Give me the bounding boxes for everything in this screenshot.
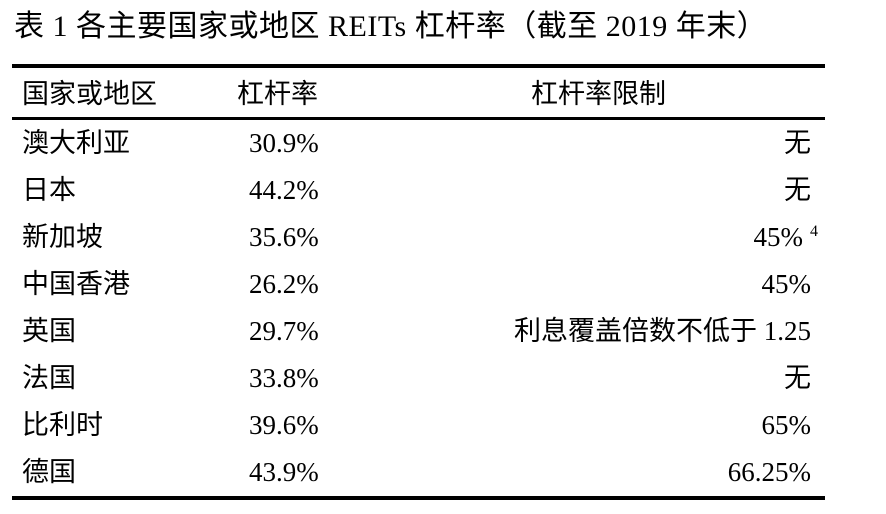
cell-leverage-ratio: 39.6% xyxy=(249,410,319,440)
table-row: 英国 29.7% 利息覆盖倍数不低于 1.25 xyxy=(12,308,825,355)
cell-leverage-ratio: 43.9% xyxy=(249,457,319,487)
table-row: 中国香港 26.2% 45% xyxy=(12,261,825,308)
cell-country: 法国 xyxy=(22,363,76,393)
cell-leverage-limit: 65% xyxy=(414,402,825,449)
footnote-marker xyxy=(811,176,818,193)
table-container: 国家或地区 杠杆率 杠杆率限制 澳大利亚 30.9% 无 日本 44.2% 无 … xyxy=(12,64,825,500)
cell-country: 比利时 xyxy=(22,410,103,440)
limit-value: 66.25% xyxy=(727,457,811,487)
column-header-country: 国家或地区 xyxy=(22,79,157,109)
cell-country: 中国香港 xyxy=(22,269,130,299)
cell-leverage-ratio: 33.8% xyxy=(249,363,319,393)
cell-country: 德国 xyxy=(22,457,76,487)
table-body: 澳大利亚 30.9% 无 日本 44.2% 无 新加坡 35.6% 45% 4 中… xyxy=(12,119,825,498)
footnote-marker xyxy=(811,129,818,146)
cell-leverage-ratio: 26.2% xyxy=(249,269,319,299)
table-row: 澳大利亚 30.9% 无 xyxy=(12,119,825,168)
table-row: 德国 43.9% 66.25% xyxy=(12,449,825,498)
cell-leverage-ratio: 35.6% xyxy=(249,222,319,252)
limit-value: 利息覆盖倍数不低于 1.25 xyxy=(514,316,811,346)
limit-value: 无 xyxy=(784,175,811,205)
cell-country: 日本 xyxy=(22,175,76,205)
footnote-marker xyxy=(811,364,818,381)
cell-leverage-limit: 无 xyxy=(414,167,825,214)
cell-country: 澳大利亚 xyxy=(22,128,130,158)
table-row: 法国 33.8% 无 xyxy=(12,355,825,402)
column-header-leverage-limit: 杠杆率限制 xyxy=(531,79,666,109)
table-caption: 表 1 各主要国家或地区 REITs 杠杆率（截至 2019 年末） xyxy=(14,10,768,43)
limit-value: 无 xyxy=(784,363,811,393)
cell-leverage-ratio: 29.7% xyxy=(249,316,319,346)
limit-value: 65% xyxy=(761,410,812,440)
footnote-marker xyxy=(811,411,818,428)
table-row: 日本 44.2% 无 xyxy=(12,167,825,214)
table-row: 新加坡 35.6% 45% 4 xyxy=(12,214,825,261)
limit-value: 45% xyxy=(761,269,812,299)
cell-leverage-limit: 利息覆盖倍数不低于 1.25 xyxy=(414,308,825,355)
limit-value: 无 xyxy=(784,128,811,158)
cell-leverage-limit: 无 xyxy=(414,355,825,402)
cell-country: 新加坡 xyxy=(22,222,103,252)
footnote-marker xyxy=(811,317,818,334)
column-header-leverage-ratio: 杠杆率 xyxy=(237,79,318,109)
reits-leverage-table: 国家或地区 杠杆率 杠杆率限制 澳大利亚 30.9% 无 日本 44.2% 无 … xyxy=(12,64,825,500)
table-header-row: 国家或地区 杠杆率 杠杆率限制 xyxy=(12,66,825,119)
cell-leverage-limit: 45% 4 xyxy=(414,214,825,261)
table-header: 国家或地区 杠杆率 杠杆率限制 xyxy=(12,66,825,119)
limit-value: 45% xyxy=(753,222,804,252)
footnote-marker: 4 xyxy=(810,223,818,240)
footnote-marker xyxy=(811,270,818,287)
cell-country: 英国 xyxy=(22,316,76,346)
cell-leverage-ratio: 30.9% xyxy=(249,128,319,158)
cell-leverage-limit: 66.25% xyxy=(414,449,825,498)
cell-leverage-limit: 无 xyxy=(414,119,825,168)
cell-leverage-limit: 45% xyxy=(414,261,825,308)
table-row: 比利时 39.6% 65% xyxy=(12,402,825,449)
footnote-marker xyxy=(811,458,818,475)
cell-leverage-ratio: 44.2% xyxy=(249,175,319,205)
